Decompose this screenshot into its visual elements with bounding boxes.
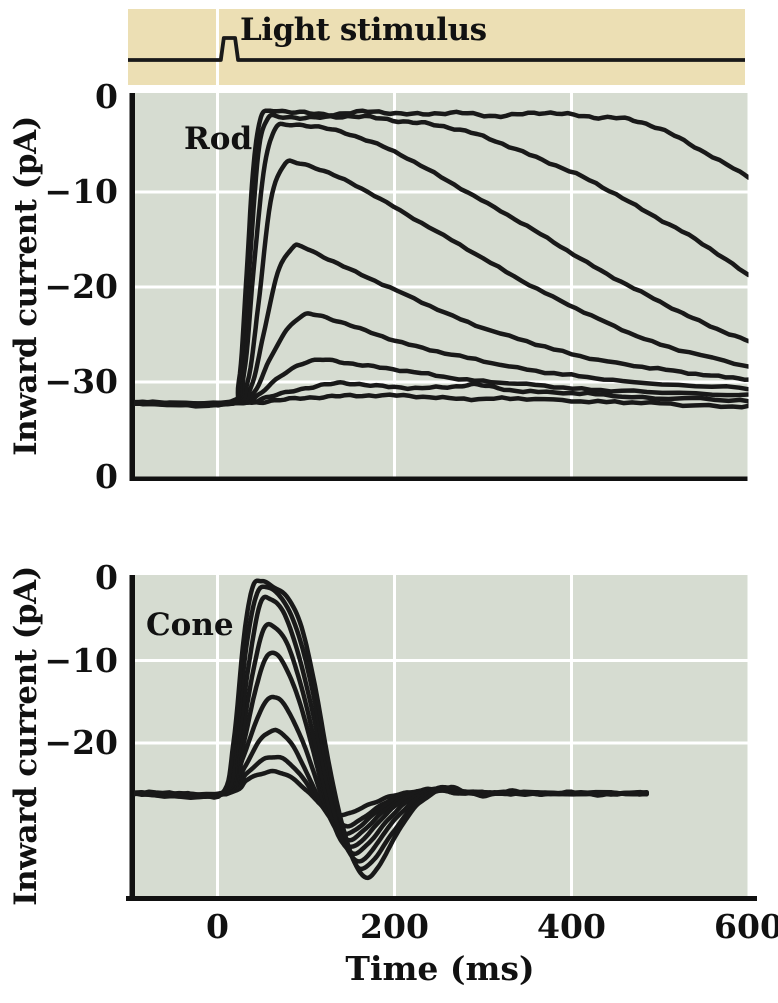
cone-y-tick-label: −10 xyxy=(44,640,118,680)
rod-panel-label: Rod xyxy=(184,121,253,157)
rod-y-tick-label: −10 xyxy=(44,172,118,211)
rod-responses-flash-4 xyxy=(134,311,749,407)
light-stimulus-label: Light stimulus xyxy=(240,12,487,48)
rod-responses-flash-7 xyxy=(134,121,749,409)
cone-responses-flash-9-brightest xyxy=(134,578,649,881)
rod-y-tick-label: −20 xyxy=(44,267,118,306)
cone-x-axis-spine xyxy=(126,896,757,901)
rod-h-gridline xyxy=(135,190,748,194)
x-tick-label: 600 xyxy=(714,907,778,946)
rod-responses-flash-5 xyxy=(134,242,749,408)
x-axis-title: Time (ms) xyxy=(345,949,535,988)
x-tick-label: 400 xyxy=(537,907,606,946)
cone-y-tick-label: 0 xyxy=(95,558,118,597)
rod-responses-flash-6 xyxy=(134,158,749,408)
rod-y-tick-label: 0 xyxy=(95,457,118,496)
light-stimulus-trace xyxy=(128,36,745,62)
cone-panel-label: Cone xyxy=(146,607,234,643)
cone-v-gridline xyxy=(393,575,396,896)
rod-h-gridline xyxy=(135,285,748,289)
x-tick-label: 0 xyxy=(206,907,229,946)
rod-y-axis-spine xyxy=(129,93,135,481)
rod-responses-flash-3 xyxy=(134,357,749,407)
rod-y-tick-label: 0 xyxy=(95,77,118,116)
rod-h-gridline xyxy=(135,380,748,384)
cone-y-tick-label: −20 xyxy=(44,723,118,762)
cone-h-gridline xyxy=(135,659,748,662)
rod-v-gridline xyxy=(570,93,573,478)
rod-v-gridline xyxy=(393,93,396,478)
rod-responses-flash-9-brightest xyxy=(134,108,749,408)
cone-v-gridline xyxy=(570,575,573,896)
cone-y-axis-spine xyxy=(129,575,135,900)
rod-x-axis-spine xyxy=(129,476,748,481)
x-tick-label: 200 xyxy=(360,907,429,946)
rod-responses-flash-1-dimmest xyxy=(134,392,749,410)
rod-v-gridline xyxy=(216,93,219,478)
rod-responses-flash-2 xyxy=(134,380,749,407)
light-stimulus-banner xyxy=(128,9,745,85)
rod-responses-traces xyxy=(134,108,749,410)
cone-v-gridline xyxy=(216,575,219,896)
cone-responses-traces xyxy=(134,578,649,881)
cone-h-gridline xyxy=(135,741,748,745)
rod-y-tick-label: −30 xyxy=(44,362,118,401)
